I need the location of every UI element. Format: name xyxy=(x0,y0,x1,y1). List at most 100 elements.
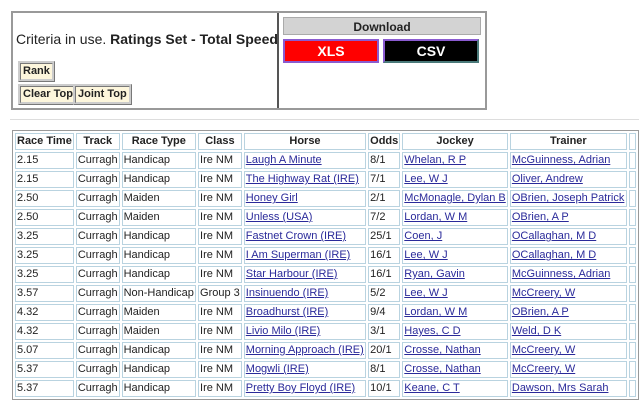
trainer-link[interactable]: Oliver, Andrew xyxy=(511,173,583,185)
trainer-link[interactable]: Weld, D K xyxy=(511,325,562,337)
cell-horse: Star Harbour (IRE) xyxy=(243,266,367,283)
cell-class: Ire NM xyxy=(198,323,242,340)
horse-link[interactable]: Insinuendo (IRE) xyxy=(245,287,329,299)
cell-odds: 2/1 xyxy=(368,190,401,207)
trainer-link[interactable]: Dawson, Mrs Sarah xyxy=(511,382,609,394)
cell-trainer: OBrien, A P xyxy=(509,304,627,321)
horse-link[interactable]: Honey Girl xyxy=(245,192,298,204)
cell-odds: 10/1 xyxy=(368,380,401,397)
header-race-time: Race Time xyxy=(15,133,74,150)
cell-horse: Laugh A Minute xyxy=(243,152,367,169)
trainer-link[interactable]: McCreery, W xyxy=(511,363,576,375)
horse-link[interactable]: Broadhurst (IRE) xyxy=(245,306,329,318)
cell-trainer: OBrien, A P xyxy=(509,209,627,226)
cell-race-type: Maiden xyxy=(121,190,197,207)
horse-link[interactable]: Livio Milo (IRE) xyxy=(245,325,321,337)
rank-button[interactable]: Rank xyxy=(18,61,55,82)
trainer-link[interactable]: OBrien, A P xyxy=(511,306,569,318)
cell-extra xyxy=(628,228,636,245)
cell-class: Ire NM xyxy=(198,152,242,169)
trainer-link[interactable]: McCreery, W xyxy=(511,344,576,356)
cell-race-time: 2.50 xyxy=(15,190,74,207)
trainer-link[interactable]: OCallaghan, M D xyxy=(511,230,597,242)
jockey-link[interactable]: Ryan, Gavin xyxy=(404,268,465,280)
cell-track: Curragh xyxy=(75,266,120,283)
cell-odds: 5/2 xyxy=(368,285,401,302)
clear-top-button[interactable]: Clear Top xyxy=(18,84,78,105)
horse-link[interactable]: I Am Superman (IRE) xyxy=(245,249,351,261)
jockey-link[interactable]: McMonagle, Dylan B xyxy=(404,192,506,204)
cell-extra xyxy=(628,209,636,226)
header-row: Race Time Track Race Type Class Horse Odds Joc… xyxy=(15,133,636,150)
cell-track: Curragh xyxy=(75,361,120,378)
table-row: 3.57 Curragh Non-Handicap Group 3 Insinuendo… xyxy=(15,285,636,302)
cell-jockey: Lee, W J xyxy=(402,247,508,264)
jockey-link[interactable]: Lee, W J xyxy=(404,249,448,261)
results-table: Race Time Track Race Type Class Horse Odds Joc… xyxy=(12,130,639,400)
cell-class: Ire NM xyxy=(198,190,242,207)
jockey-link[interactable]: Crosse, Nathan xyxy=(404,344,481,356)
horse-link[interactable]: Morning Approach (IRE) xyxy=(245,344,364,356)
cell-class: Group 3 xyxy=(198,285,242,302)
cell-odds: 3/1 xyxy=(368,323,401,340)
cell-track: Curragh xyxy=(75,171,120,188)
horse-link[interactable]: Mogwli (IRE) xyxy=(245,363,309,375)
cell-horse: Honey Girl xyxy=(243,190,367,207)
cell-track: Curragh xyxy=(75,342,120,359)
trainer-link[interactable]: OCallaghan, M D xyxy=(511,249,597,261)
cell-track: Curragh xyxy=(75,209,120,226)
header-trainer: Trainer xyxy=(509,133,627,150)
cell-jockey: Keane, C T xyxy=(402,380,508,397)
jockey-link[interactable]: Lordan, W M xyxy=(404,211,468,223)
cell-track: Curragh xyxy=(75,285,120,302)
cell-extra xyxy=(628,266,636,283)
cell-horse: Fastnet Crown (IRE) xyxy=(243,228,367,245)
cell-jockey: Whelan, R P xyxy=(402,152,508,169)
cell-race-type: Handicap xyxy=(121,152,197,169)
joint-top-button[interactable]: Joint Top xyxy=(73,84,132,105)
cell-track: Curragh xyxy=(75,247,120,264)
table-row: 4.32 Curragh Maiden Ire NM Broadhurst (IRE) 9… xyxy=(15,304,636,321)
cell-class: Ire NM xyxy=(198,361,242,378)
horse-link[interactable]: Laugh A Minute xyxy=(245,154,322,166)
cell-odds: 8/1 xyxy=(368,152,401,169)
jockey-link[interactable]: Whelan, R P xyxy=(404,154,467,166)
cell-race-time: 5.37 xyxy=(15,361,74,378)
horse-link[interactable]: The Highway Rat (IRE) xyxy=(245,173,359,185)
cell-race-time: 2.50 xyxy=(15,209,74,226)
cell-class: Ire NM xyxy=(198,304,242,321)
cell-jockey: Lordan, W M xyxy=(402,304,508,321)
cell-race-time: 2.15 xyxy=(15,171,74,188)
jockey-link[interactable]: Lee, W J xyxy=(404,287,448,299)
jockey-link[interactable]: Hayes, C D xyxy=(404,325,461,337)
cell-race-type: Handicap xyxy=(121,228,197,245)
trainer-link[interactable]: OBrien, A P xyxy=(511,211,569,223)
trainer-link[interactable]: OBrien, Joseph Patrick xyxy=(511,192,625,204)
trainer-link[interactable]: McGuinness, Adrian xyxy=(511,154,611,166)
cell-track: Curragh xyxy=(75,304,120,321)
jockey-link[interactable]: Lordan, W M xyxy=(404,306,468,318)
cell-odds: 9/4 xyxy=(368,304,401,321)
xls-download-button[interactable]: XLS xyxy=(283,39,379,63)
horse-link[interactable]: Star Harbour (IRE) xyxy=(245,268,338,280)
csv-download-button[interactable]: CSV xyxy=(383,39,479,63)
jockey-link[interactable]: Keane, C T xyxy=(404,382,460,394)
cell-horse: Morning Approach (IRE) xyxy=(243,342,367,359)
cell-jockey: Ryan, Gavin xyxy=(402,266,508,283)
trainer-link[interactable]: McGuinness, Adrian xyxy=(511,268,611,280)
jockey-link[interactable]: Coen, J xyxy=(404,230,443,242)
horse-link[interactable]: Pretty Boy Floyd (IRE) xyxy=(245,382,356,394)
cell-extra xyxy=(628,380,636,397)
header-class: Class xyxy=(198,133,242,150)
cell-jockey: Lee, W J xyxy=(402,285,508,302)
horse-link[interactable]: Fastnet Crown (IRE) xyxy=(245,230,347,242)
jockey-link[interactable]: Lee, W J xyxy=(404,173,448,185)
cell-class: Ire NM xyxy=(198,342,242,359)
criteria-panel: Criteria in use. Ratings Set - Total Spe… xyxy=(11,11,487,110)
cell-extra xyxy=(628,190,636,207)
table-row: 5.37 Curragh Handicap Ire NM Pretty Boy Floy… xyxy=(15,380,636,397)
jockey-link[interactable]: Crosse, Nathan xyxy=(404,363,481,375)
horse-link[interactable]: Unless (USA) xyxy=(245,211,313,223)
cell-trainer: McCreery, W xyxy=(509,342,627,359)
trainer-link[interactable]: McCreery, W xyxy=(511,287,576,299)
